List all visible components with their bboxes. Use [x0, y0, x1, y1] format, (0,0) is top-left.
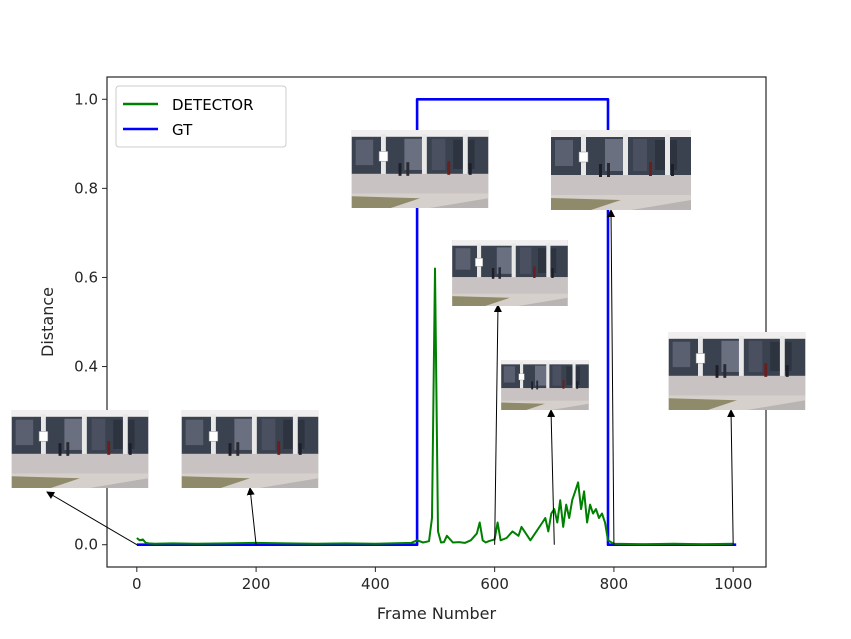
inset-arrow-frame-200	[246, 487, 257, 545]
x-axis-label: Frame Number	[377, 604, 497, 623]
y-tick-label: 0.4	[74, 358, 98, 376]
inset-arrow-frame-1000	[727, 409, 736, 545]
legend: DETECTOR GT	[115, 85, 287, 148]
x-tick-label: 400	[361, 575, 390, 593]
legend-label-gt: GT	[172, 121, 193, 139]
legend-label-detector: DETECTOR	[172, 96, 254, 114]
x-tick-label: 600	[480, 575, 509, 593]
inset-image-frame-600	[451, 240, 569, 306]
y-axis-label: Distance	[38, 287, 57, 357]
inset-arrow-frame-800	[607, 209, 616, 545]
x-tick-label: 0	[132, 575, 142, 593]
x-tick-label: 1000	[714, 575, 752, 593]
inset-image-frame-200	[181, 410, 319, 488]
y-tick-label: 0.6	[74, 268, 98, 286]
legend-box	[115, 85, 287, 148]
inset-image-frame-1000	[668, 332, 806, 410]
series-line-detector	[136, 267, 734, 546]
y-tick-label: 0.8	[74, 179, 98, 197]
plot-frame	[106, 76, 767, 568]
inset-image-frame-700	[500, 360, 590, 410]
x-tick-label: 200	[242, 575, 271, 593]
inset-arrow-frame-0	[46, 491, 138, 546]
inset-image-frame-0	[11, 410, 149, 488]
y-tick-label: 0.0	[74, 536, 98, 554]
inset-image-frame-800	[550, 130, 692, 210]
inset-arrow-frame-600	[493, 304, 502, 545]
y-tick-label: 1.0	[74, 90, 98, 108]
inset-arrow-frame-700	[547, 409, 556, 545]
inset-image-gt-plateau	[351, 130, 489, 208]
x-tick-label: 800	[600, 575, 629, 593]
